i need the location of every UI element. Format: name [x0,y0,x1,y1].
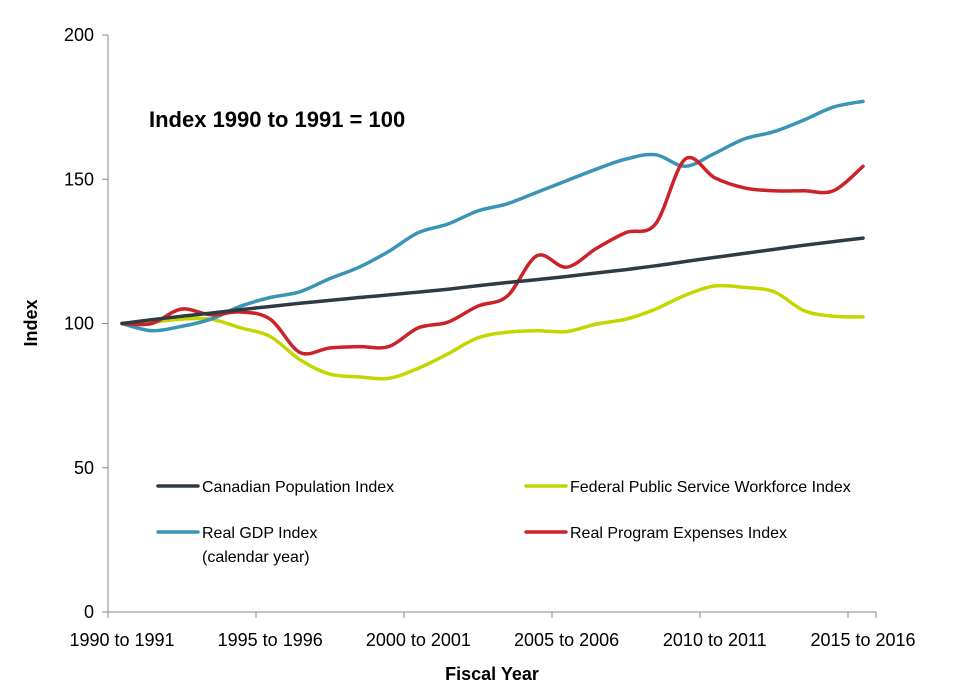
y-axis-title: Index [21,299,41,346]
x-tick-label: 2010 to 2011 [663,630,767,650]
x-tick-label: 1990 to 1991 [69,630,174,650]
y-tick-label: 0 [84,602,94,622]
legend-label-expenses: Real Program Expenses Index [570,525,787,542]
y-tick-label: 150 [64,169,94,189]
y-tick-label: 200 [64,25,94,45]
y-axis-ticks: 0 50 100 150 200 [64,25,108,622]
x-tick-label: 2015 to 2016 [810,630,915,650]
x-tick-label: 2005 to 2006 [514,630,619,650]
x-axis-ticks: 1990 to 1991 1995 to 1996 2000 to 2001 2005… [69,612,916,650]
y-tick-label: 100 [64,314,94,334]
legend-label-gdp-line2: (calendar year) [202,549,310,566]
legend-item-population: Canadian Population Index [156,479,394,496]
x-tick-label: 2000 to 2001 [366,630,471,650]
legend-label-gdp: Real GDP Index [202,525,317,542]
series-lines [120,99,865,381]
legend-item-workforce: Federal Public Service Workforce Index [524,479,851,496]
x-tick-label: 1995 to 1996 [218,630,323,650]
series-line-population [120,236,865,326]
legend-item-gdp: Real GDP Index (calendar year) [156,525,317,566]
legend-label-workforce: Federal Public Service Workforce Index [570,479,851,496]
legend-item-expenses: Real Program Expenses Index [524,525,787,542]
series-line-gdp [120,99,865,333]
y-tick-label: 50 [74,458,94,478]
series-line-expenses [120,155,865,356]
legend-label-population: Canadian Population Index [202,479,394,496]
legend: Canadian Population Index Federal Public… [156,479,851,566]
index-base-annotation: Index 1990 to 1991 = 100 [149,107,405,132]
series-line-workforce [120,283,865,381]
x-axis-title: Fiscal Year [445,664,539,684]
